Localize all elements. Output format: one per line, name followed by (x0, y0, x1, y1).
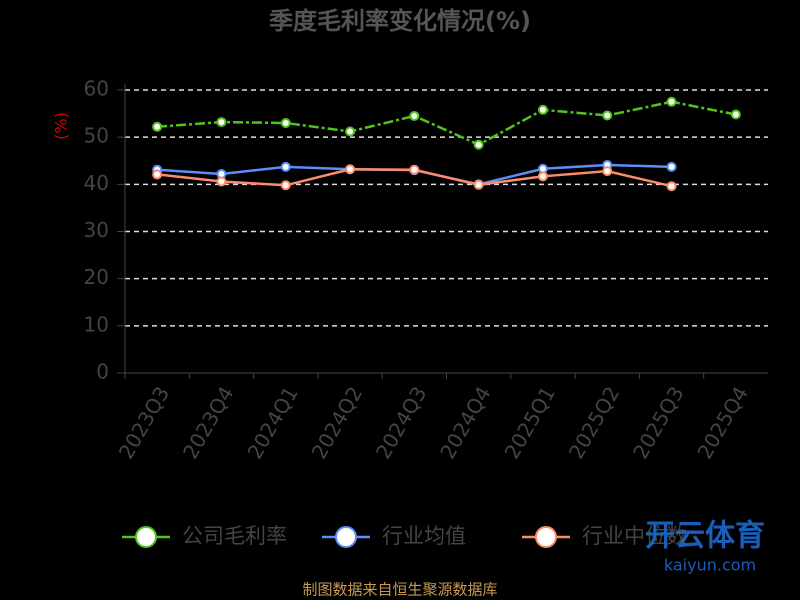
legend-marker (335, 526, 357, 548)
watermark-brand: 开云体育 (645, 519, 765, 554)
y-tick-label: 50 (84, 124, 109, 148)
point (537, 171, 548, 182)
point (280, 180, 291, 191)
y-tick-label: 30 (84, 218, 109, 242)
point (216, 117, 227, 128)
point (473, 139, 484, 150)
y-tick-label: 20 (84, 265, 109, 289)
point (152, 121, 163, 132)
point (473, 179, 484, 190)
point (666, 181, 677, 192)
point (216, 176, 227, 187)
legend-label: 公司毛利率 (182, 524, 287, 548)
point (345, 126, 356, 137)
legend-marker (535, 526, 557, 548)
point (409, 164, 420, 175)
point (152, 169, 163, 180)
y-tick-label: 0 (96, 360, 109, 384)
point (730, 109, 741, 120)
point (602, 110, 613, 121)
y-tick-label: 40 (84, 171, 109, 195)
y-tick-label: 10 (84, 312, 109, 336)
point (537, 104, 548, 115)
y-axis-label: (%) (52, 112, 71, 140)
y-tick-label: 60 (84, 77, 109, 101)
chart-title: 季度毛利率变化情况(%) (269, 7, 531, 35)
series-line (157, 100, 737, 147)
legend-label: 行业中位数 (582, 524, 687, 548)
point (280, 161, 291, 172)
watermark-site: kaiyun.com (664, 556, 756, 575)
legend-label: 行业均值 (382, 524, 466, 548)
point (345, 164, 356, 175)
point (666, 96, 677, 107)
legend-marker (135, 526, 157, 548)
point (666, 161, 677, 172)
point (409, 110, 420, 121)
source-note: 制图数据来自恒生聚源数据库 (302, 581, 497, 599)
point (602, 166, 613, 177)
point (280, 118, 291, 129)
